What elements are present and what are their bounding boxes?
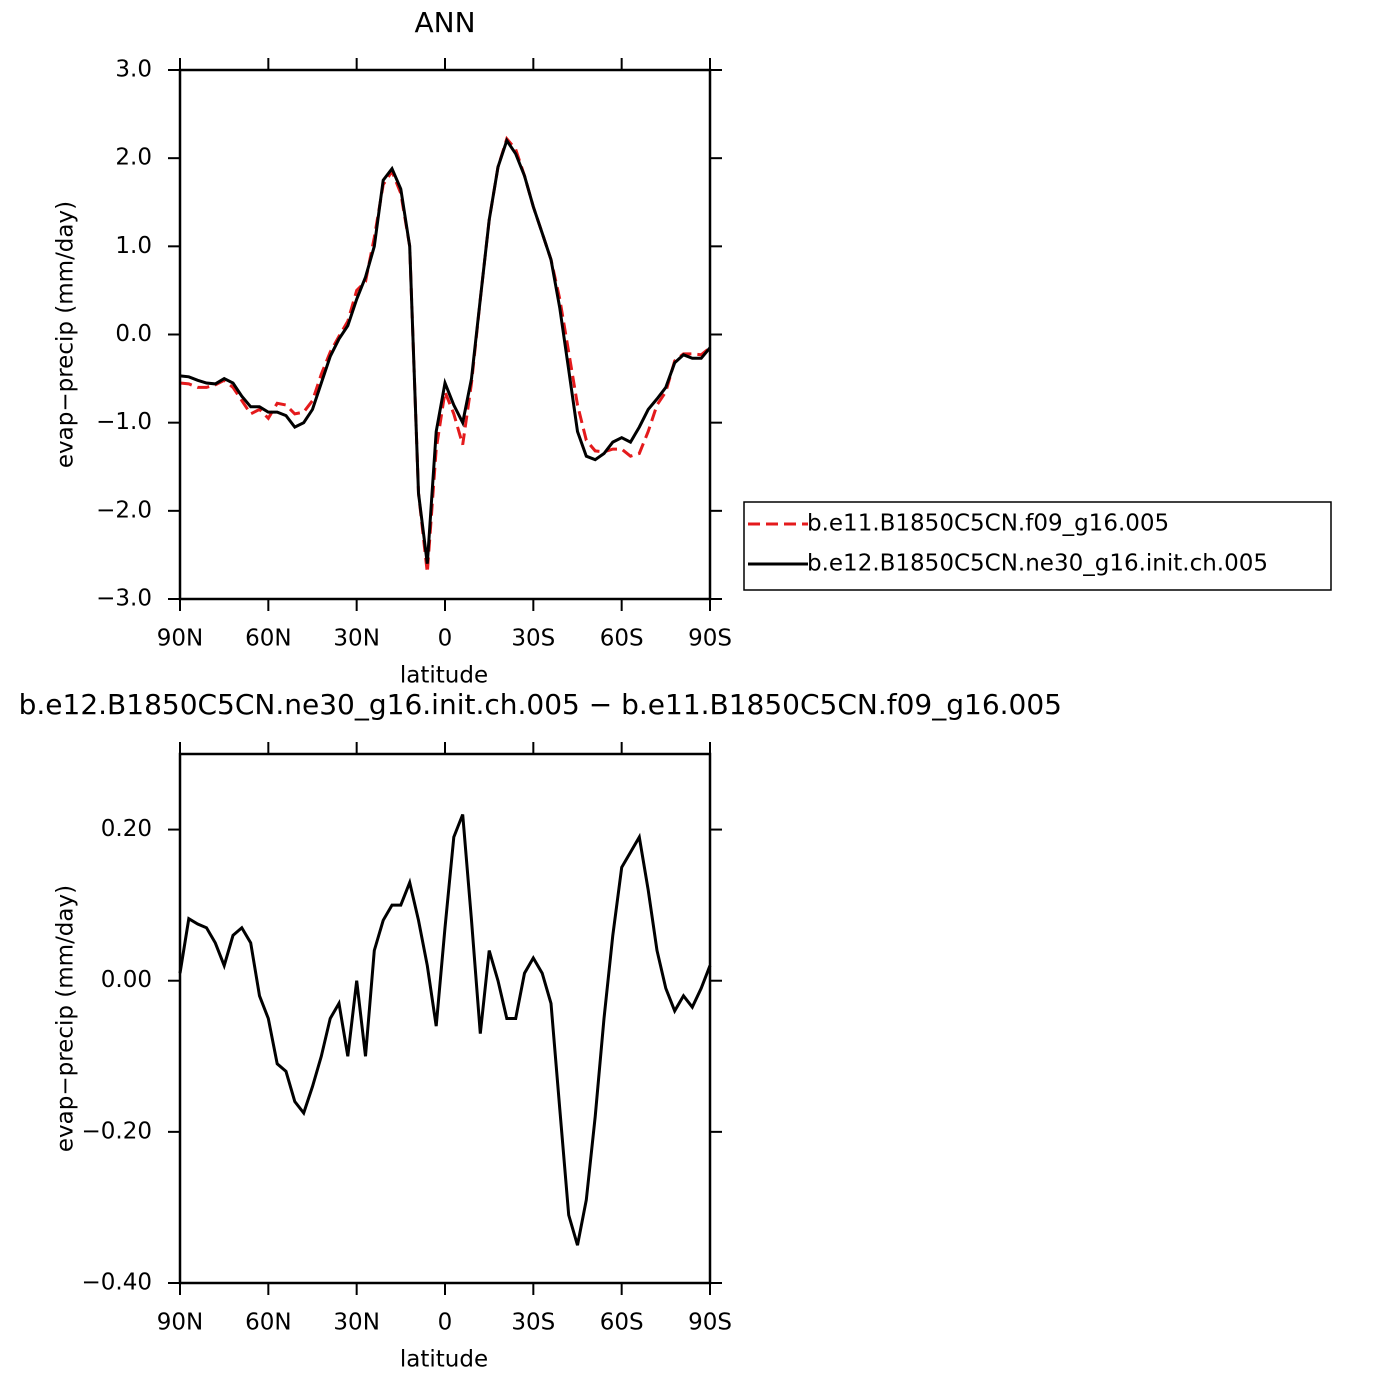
y-tick-label: 0.0 bbox=[115, 321, 152, 347]
legend-box bbox=[743, 501, 1332, 591]
x-tick-label: 90S bbox=[688, 626, 732, 652]
y-tick-label: −1.0 bbox=[96, 409, 152, 435]
data-line bbox=[179, 135, 711, 573]
x-tick-label: 0 bbox=[438, 1310, 453, 1336]
y-tick-label: 1.0 bbox=[115, 233, 152, 259]
x-tick-label: 90S bbox=[688, 1310, 732, 1336]
y-axis-label: evap−precip (mm/day) bbox=[53, 885, 79, 1152]
x-tick-label: 30S bbox=[511, 626, 555, 652]
chart-title: ANN bbox=[414, 6, 475, 39]
legend-label: b.e12.B1850C5CN.ne30_g16.init.ch.005 bbox=[807, 551, 1268, 577]
x-axis-label: latitude bbox=[400, 663, 488, 689]
y-tick-label: 0.00 bbox=[101, 967, 152, 993]
y-axis-label: evap−precip (mm/day) bbox=[53, 201, 79, 468]
data-line bbox=[179, 137, 712, 564]
x-tick-label: 90N bbox=[157, 626, 203, 652]
x-tick-label: 30N bbox=[333, 1310, 379, 1336]
y-tick-label: −2.0 bbox=[96, 497, 152, 523]
data-line bbox=[178, 813, 712, 1246]
x-tick-label: 90N bbox=[157, 1310, 203, 1336]
x-tick-label: 30N bbox=[333, 626, 379, 652]
y-tick-label: −0.20 bbox=[82, 1118, 152, 1144]
y-tick-label: 2.0 bbox=[115, 145, 152, 171]
y-tick-label: −0.40 bbox=[82, 1270, 152, 1296]
legend-label: b.e11.B1850C5CN.f09_g16.005 bbox=[807, 511, 1169, 537]
x-axis-label: latitude bbox=[400, 1347, 488, 1373]
x-tick-label: 0 bbox=[438, 626, 453, 652]
x-tick-label: 60S bbox=[600, 1310, 644, 1336]
plot-frame bbox=[178, 68, 712, 601]
y-tick-label: 0.20 bbox=[101, 816, 152, 842]
y-tick-label: 3.0 bbox=[115, 57, 152, 83]
chart-title: b.e12.B1850C5CN.ne30_g16.init.ch.005 − b… bbox=[19, 688, 1062, 721]
x-tick-label: 60N bbox=[245, 626, 291, 652]
x-tick-label: 60S bbox=[600, 626, 644, 652]
x-tick-label: 60N bbox=[245, 1310, 291, 1336]
x-tick-label: 30S bbox=[511, 1310, 555, 1336]
plot-frame bbox=[178, 752, 712, 1285]
y-tick-label: −3.0 bbox=[96, 586, 152, 612]
